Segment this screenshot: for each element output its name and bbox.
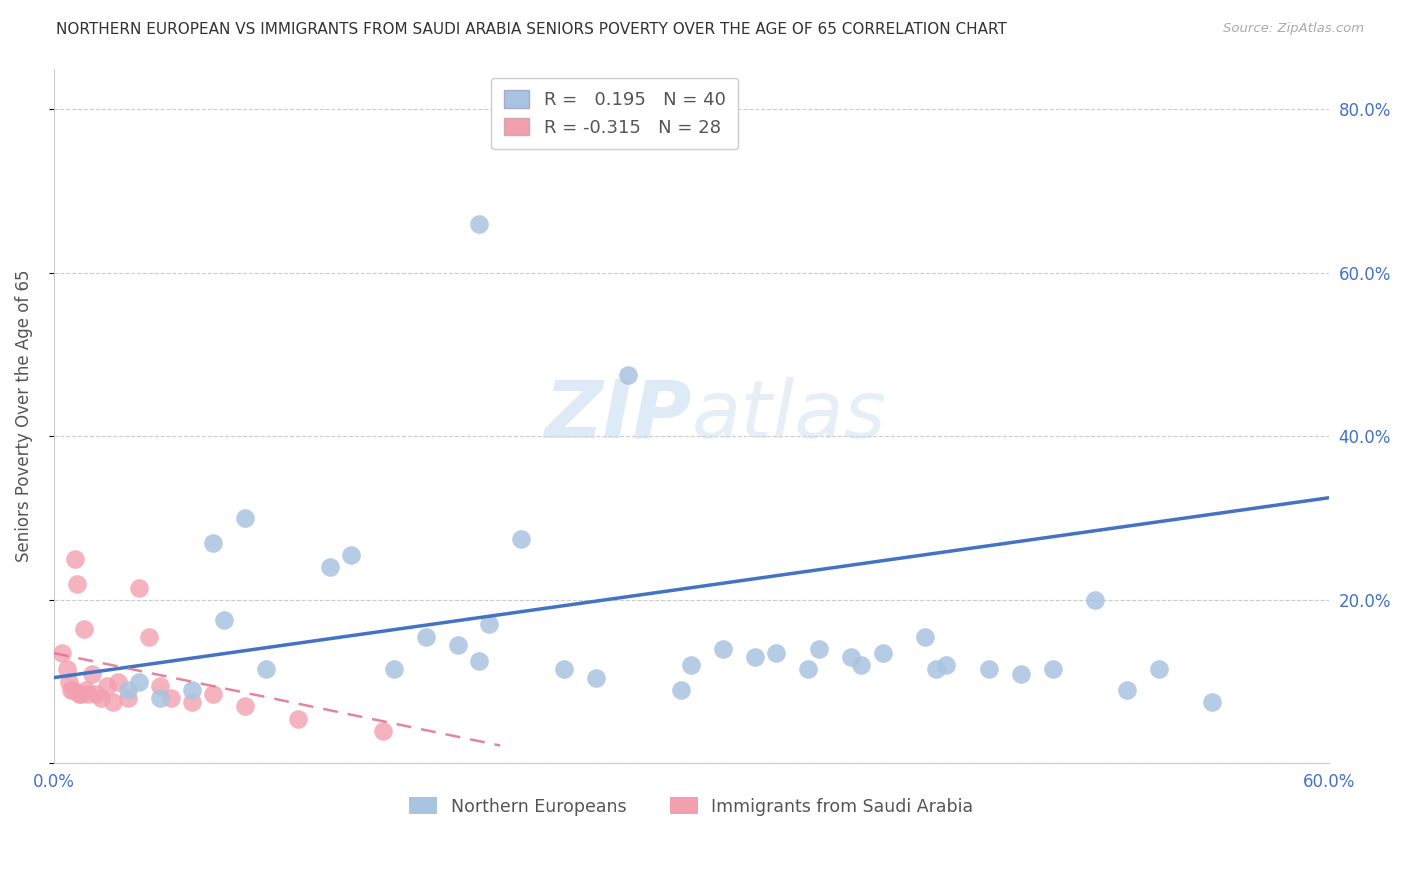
Point (212, 614, 235, 628)
Point (90, 691, 112, 706)
Point (1010, 666, 1032, 681)
Text: ZIP: ZIP (544, 377, 692, 455)
Point (1201, 695, 1223, 709)
Point (70, 687, 93, 701)
Point (468, 654, 491, 668)
Point (807, 642, 830, 657)
Point (839, 650, 862, 665)
Point (468, 217, 491, 231)
Point (935, 658, 957, 673)
Point (149, 691, 172, 706)
Point (107, 674, 129, 689)
Point (585, 671, 607, 685)
Point (254, 663, 277, 677)
Point (319, 560, 342, 574)
Point (149, 679, 172, 693)
Point (872, 646, 894, 660)
Point (128, 581, 150, 595)
Y-axis label: Seniors Poverty Over the Age of 65: Seniors Poverty Over the Age of 65 (15, 269, 32, 562)
Point (59, 682, 82, 697)
Point (67, 687, 90, 701)
Text: NORTHERN EUROPEAN VS IMMIGRANTS FROM SAUDI ARABIA SENIORS POVERTY OVER THE AGE O: NORTHERN EUROPEAN VS IMMIGRANTS FROM SAU… (56, 22, 1007, 37)
Point (233, 699, 256, 714)
Point (977, 663, 1000, 677)
Point (66, 576, 89, 591)
Point (924, 663, 946, 677)
Point (616, 368, 638, 383)
Point (96, 679, 118, 693)
Point (478, 617, 501, 632)
Point (128, 674, 150, 689)
Point (340, 548, 363, 562)
Point (55, 663, 77, 677)
Point (382, 663, 405, 677)
Point (1116, 682, 1139, 697)
Point (76, 687, 98, 701)
Point (63, 552, 86, 566)
Point (117, 682, 139, 697)
Point (711, 642, 734, 657)
Point (117, 691, 139, 706)
Point (62, 682, 84, 697)
Point (72, 622, 94, 636)
Legend: Northern Europeans, Immigrants from Saudi Arabia: Northern Europeans, Immigrants from Saud… (401, 789, 983, 824)
Point (765, 646, 787, 660)
Point (138, 630, 160, 644)
Point (86, 687, 108, 701)
Point (914, 630, 936, 644)
Point (287, 712, 309, 726)
Point (446, 638, 468, 652)
Point (1147, 663, 1170, 677)
Point (80, 666, 103, 681)
Point (202, 535, 225, 549)
Point (681, 658, 703, 673)
Text: Source: ZipAtlas.com: Source: ZipAtlas.com (1223, 22, 1364, 36)
Point (1042, 663, 1064, 677)
Point (1084, 593, 1107, 607)
Point (373, 723, 395, 738)
Point (510, 532, 533, 546)
Point (58, 674, 80, 689)
Point (181, 682, 204, 697)
Point (233, 511, 256, 525)
Point (181, 695, 204, 709)
Point (202, 687, 225, 701)
Point (103, 695, 125, 709)
Point (159, 691, 181, 706)
Text: atlas: atlas (692, 377, 886, 455)
Point (744, 650, 766, 665)
Point (553, 663, 575, 677)
Point (669, 682, 692, 697)
Point (75, 682, 97, 697)
Point (851, 658, 873, 673)
Point (797, 663, 820, 677)
Point (51, 646, 73, 660)
Point (415, 630, 437, 644)
